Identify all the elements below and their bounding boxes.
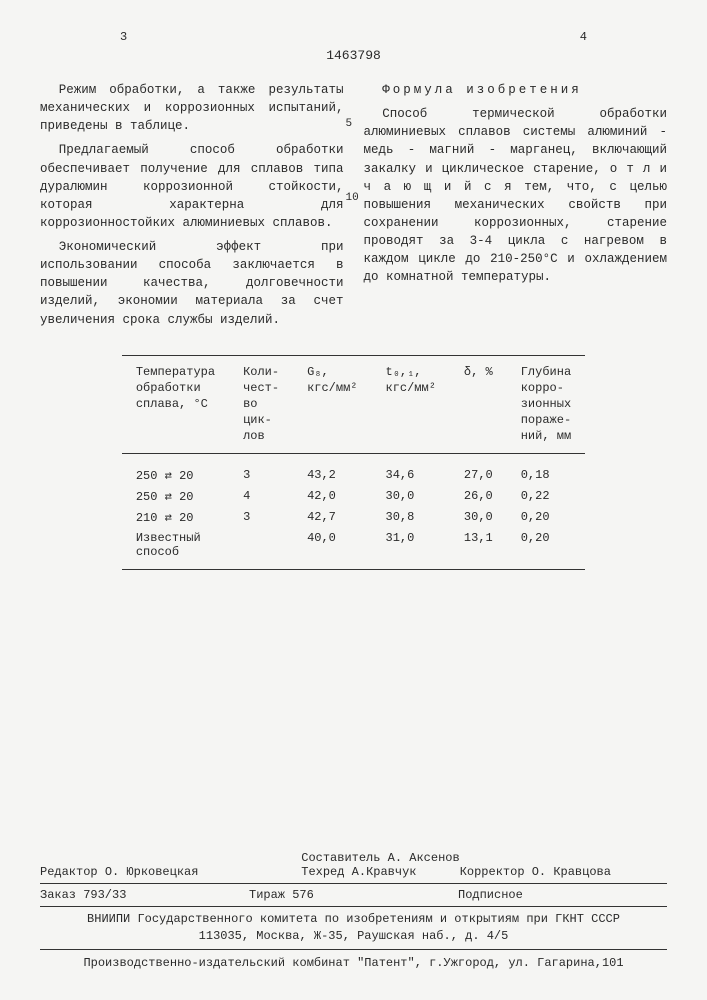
techred-label: Техред (301, 865, 344, 879)
table-cell: 40,0 (293, 528, 371, 570)
compiler-label: Составитель (301, 851, 380, 865)
org-line1: ВНИИПИ Государственного комитета по изоб… (40, 911, 667, 928)
right-p1: Способ термической обработки алюминиевых… (364, 105, 668, 286)
left-column: Режим обработки, а также результаты меха… (40, 81, 344, 335)
results-table: Температураобработкисплава, °С Коли-чест… (122, 355, 585, 570)
table-cell: 250 ⇄ 20 (122, 486, 229, 507)
table-cell: 0,18 (507, 453, 585, 486)
table-cell: 34,6 (372, 453, 450, 486)
table-cell: 30,0 (372, 486, 450, 507)
table-cell: 31,0 (372, 528, 450, 570)
th-cycles: Коли-чест-воцик-лов (229, 355, 293, 453)
table-cell: 3 (229, 507, 293, 528)
right-column: Формула изобретения Способ термической о… (364, 81, 668, 335)
order-number: Заказ 793/33 (40, 888, 249, 902)
table-cell: 30,0 (450, 507, 507, 528)
corrector-label: Корректор (460, 865, 525, 879)
corrector-name: О. Кравцова (532, 865, 611, 879)
table-cell: 3 (229, 453, 293, 486)
document-number: 1463798 (40, 48, 667, 63)
table-cell: 30,8 (372, 507, 450, 528)
text-columns: Режим обработки, а также результаты меха… (40, 81, 667, 335)
left-p3: Экономический эффект при использовании с… (40, 238, 344, 329)
editor-name: О. Юрковецкая (105, 865, 199, 879)
left-p2: Предлагаемый способ обработки обеспечива… (40, 141, 344, 232)
table-cell: 0,20 (507, 528, 585, 570)
page-num-left: 3 (120, 30, 127, 44)
subscription: Подписное (458, 888, 667, 902)
techred-name: А.Кравчук (352, 865, 417, 879)
table-cell: 27,0 (450, 453, 507, 486)
table-cell: 250 ⇄ 20 (122, 453, 229, 486)
line-mark-5: 5 (346, 118, 353, 130)
table-cell: 210 ⇄ 20 (122, 507, 229, 528)
table-cell: 26,0 (450, 486, 507, 507)
table-cell: Известныйспособ (122, 528, 229, 570)
org-line2: 113035, Москва, Ж-35, Раушская наб., д. … (40, 928, 667, 945)
th-gb: G₈,кгс/мм² (293, 355, 371, 453)
line-mark-10: 10 (346, 192, 359, 204)
tirage: Тираж 576 (249, 888, 458, 902)
publisher: Производственно-издательский комбинат "П… (40, 956, 667, 970)
table-cell: 42,7 (293, 507, 371, 528)
table-cell: 43,2 (293, 453, 371, 486)
footer: Редактор О. Юрковецкая Составитель А. Ак… (40, 851, 667, 970)
formula-title: Формула изобретения (364, 81, 668, 99)
left-p1: Режим обработки, а также результаты меха… (40, 81, 344, 135)
table-cell: 0,20 (507, 507, 585, 528)
th-delta: δ, % (450, 355, 507, 453)
table-cell: 4 (229, 486, 293, 507)
th-depth: Глубинакорро-зионныхпораже-ний, мм (507, 355, 585, 453)
editor-label: Редактор (40, 865, 98, 879)
page-num-right: 4 (580, 30, 587, 44)
compiler-name: А. Аксенов (388, 851, 460, 865)
table-cell: 42,0 (293, 486, 371, 507)
table-cell (229, 528, 293, 570)
table-cell: 13,1 (450, 528, 507, 570)
th-t01: t₀,₁,кгс/мм² (372, 355, 450, 453)
table-cell: 0,22 (507, 486, 585, 507)
th-temp: Температураобработкисплава, °С (122, 355, 229, 453)
